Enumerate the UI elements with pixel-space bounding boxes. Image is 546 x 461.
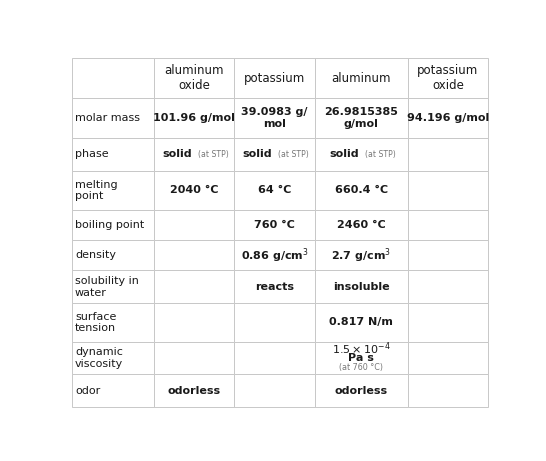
Bar <box>154 303 234 342</box>
Text: 101.96 g/mol: 101.96 g/mol <box>153 113 235 123</box>
Bar <box>234 171 314 210</box>
Text: molar mass: molar mass <box>75 113 140 123</box>
Bar <box>72 271 154 303</box>
Bar <box>72 138 154 171</box>
Text: surface
tension: surface tension <box>75 312 116 333</box>
Text: odorless: odorless <box>335 386 388 396</box>
Bar <box>234 210 314 240</box>
Text: 2040 °C: 2040 °C <box>170 185 218 195</box>
Text: aluminum: aluminum <box>331 72 391 85</box>
Bar <box>154 98 234 138</box>
Bar <box>154 240 234 271</box>
Text: insoluble: insoluble <box>333 282 389 292</box>
Text: 760 °C: 760 °C <box>254 220 295 230</box>
Bar <box>72 171 154 210</box>
Text: boiling point: boiling point <box>75 220 144 230</box>
Text: aluminum
oxide: aluminum oxide <box>164 64 224 92</box>
Text: 94.196 g/mol: 94.196 g/mol <box>407 113 489 123</box>
Bar <box>314 374 408 408</box>
Bar <box>314 138 408 171</box>
Text: $1.5\times10^{-4}$: $1.5\times10^{-4}$ <box>332 341 390 357</box>
Text: 2.7 g/cm$^3$: 2.7 g/cm$^3$ <box>331 246 391 265</box>
Bar <box>72 303 154 342</box>
Bar <box>72 240 154 271</box>
Text: dynamic
viscosity: dynamic viscosity <box>75 347 123 369</box>
Bar <box>154 171 234 210</box>
Text: reacts: reacts <box>255 282 294 292</box>
Bar <box>154 138 234 171</box>
Bar <box>234 240 314 271</box>
Bar <box>234 342 314 374</box>
Text: solid: solid <box>242 149 272 159</box>
Bar <box>408 171 488 210</box>
Text: (at STP): (at STP) <box>273 150 309 159</box>
Bar <box>154 210 234 240</box>
Bar <box>408 138 488 171</box>
Bar <box>234 271 314 303</box>
Text: melting
point: melting point <box>75 180 117 201</box>
Bar <box>234 138 314 171</box>
Text: solid: solid <box>329 149 359 159</box>
Bar <box>72 342 154 374</box>
Bar <box>408 374 488 408</box>
Bar <box>234 58 314 98</box>
Bar <box>154 58 234 98</box>
Text: Pa s: Pa s <box>348 353 374 363</box>
Bar <box>154 374 234 408</box>
Text: 0.86 g/cm$^3$: 0.86 g/cm$^3$ <box>241 246 308 265</box>
Text: solid: solid <box>162 149 192 159</box>
Bar <box>72 98 154 138</box>
Bar <box>72 374 154 408</box>
Bar <box>234 98 314 138</box>
Text: solubility in
water: solubility in water <box>75 276 139 298</box>
Text: 0.817 N/m: 0.817 N/m <box>329 318 393 327</box>
Bar <box>314 303 408 342</box>
Bar <box>408 342 488 374</box>
Bar <box>154 342 234 374</box>
Bar <box>314 342 408 374</box>
Text: 64 °C: 64 °C <box>258 185 291 195</box>
Bar <box>72 58 154 98</box>
Text: odorless: odorless <box>168 386 221 396</box>
Text: potassium: potassium <box>244 72 305 85</box>
Bar <box>314 271 408 303</box>
Text: odor: odor <box>75 386 100 396</box>
Text: potassium
oxide: potassium oxide <box>417 64 478 92</box>
Text: 660.4 °C: 660.4 °C <box>335 185 388 195</box>
Bar <box>314 240 408 271</box>
Text: (at STP): (at STP) <box>193 150 229 159</box>
Bar <box>314 58 408 98</box>
Text: (at 760 °C): (at 760 °C) <box>339 363 383 372</box>
Bar <box>408 98 488 138</box>
Text: 39.0983 g/
mol: 39.0983 g/ mol <box>241 107 307 129</box>
Bar <box>314 210 408 240</box>
Bar <box>314 171 408 210</box>
Bar <box>408 210 488 240</box>
Bar <box>408 58 488 98</box>
Text: (at STP): (at STP) <box>360 150 396 159</box>
Bar <box>234 303 314 342</box>
Text: 2460 °C: 2460 °C <box>337 220 385 230</box>
Bar <box>408 303 488 342</box>
Text: density: density <box>75 250 116 260</box>
Text: 26.9815385
g/mol: 26.9815385 g/mol <box>324 107 398 129</box>
Bar <box>72 210 154 240</box>
Bar <box>314 98 408 138</box>
Bar <box>154 271 234 303</box>
Bar <box>234 374 314 408</box>
Bar <box>408 240 488 271</box>
Text: phase: phase <box>75 149 109 159</box>
Bar <box>408 271 488 303</box>
